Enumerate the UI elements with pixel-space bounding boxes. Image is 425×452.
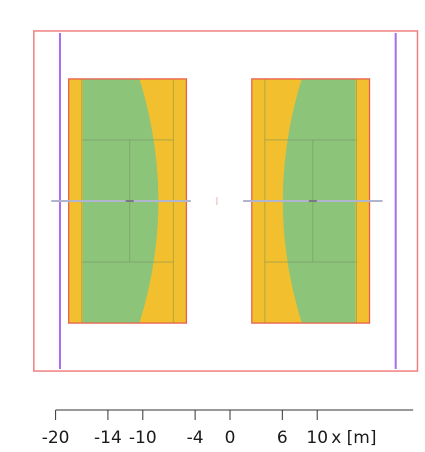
x-tick-label-5: 6	[277, 428, 288, 448]
x-tick-label-0: -20	[42, 428, 70, 448]
x-tick-label-3: -4	[187, 428, 204, 448]
court-left	[51, 78, 191, 324]
x-tick-label-4: 0	[225, 428, 236, 448]
x-tick-label-6: 10	[306, 428, 328, 448]
x-axis: -20 -14 -10 -4 0 6 10	[42, 409, 414, 448]
court-right	[243, 78, 383, 324]
courts-layer	[51, 78, 383, 324]
x-tick-label-2: -10	[129, 428, 157, 448]
x-axis-label: x [m]	[331, 428, 376, 448]
x-tick-label-1: -14	[94, 428, 122, 448]
outer-boundary	[33, 30, 419, 372]
